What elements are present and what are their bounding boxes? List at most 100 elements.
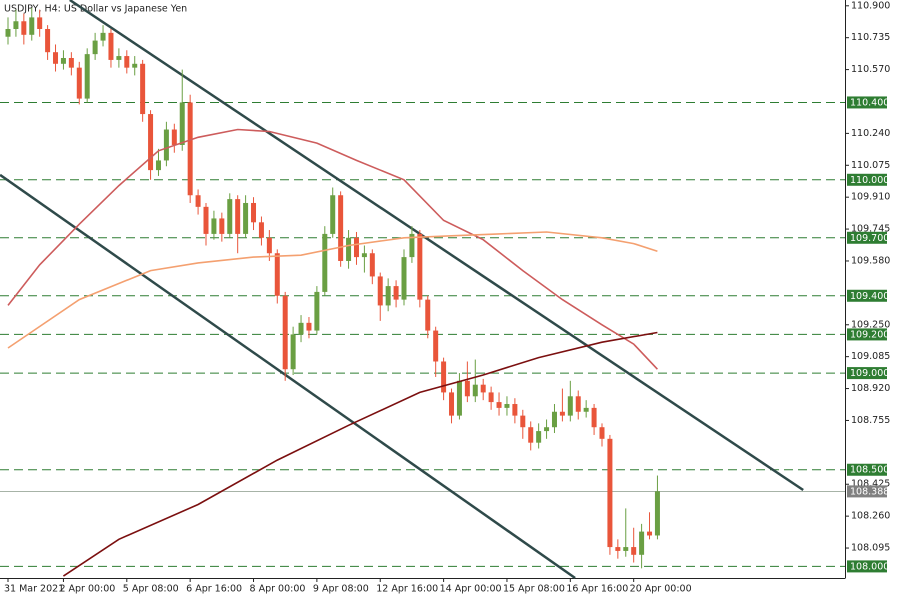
candle-body bbox=[148, 114, 154, 171]
candle-body bbox=[203, 206, 209, 234]
candle-body bbox=[179, 102, 185, 145]
x-tick-label: 5 Apr 08:00 bbox=[123, 584, 179, 595]
chart-title: USDJPY, H4: US Dollar vs Japanese Yen bbox=[4, 4, 187, 15]
candle-body bbox=[520, 415, 526, 428]
candle-body bbox=[456, 380, 462, 416]
level-box bbox=[847, 289, 887, 302]
candle-body bbox=[449, 392, 455, 416]
candle-body bbox=[385, 286, 391, 306]
x-tick-label: 6 Apr 16:00 bbox=[186, 584, 242, 595]
y-tick-label: 110.735 bbox=[851, 32, 890, 43]
level-box bbox=[847, 231, 887, 244]
candle-body bbox=[195, 195, 201, 207]
level-box bbox=[847, 367, 887, 380]
level-label: 110.400 bbox=[850, 97, 889, 108]
candle-body bbox=[464, 380, 470, 397]
candle-body bbox=[544, 427, 550, 432]
x-tick-label: 12 Apr 16:00 bbox=[376, 584, 438, 595]
candle-body bbox=[639, 531, 645, 555]
level-box bbox=[847, 96, 887, 109]
candle-body bbox=[84, 54, 90, 99]
candle-body bbox=[488, 392, 494, 403]
last-price-box bbox=[847, 485, 887, 498]
candle-body bbox=[227, 199, 233, 234]
y-tick-label: 108.095 bbox=[851, 543, 890, 554]
y-tick-label: 108.425 bbox=[851, 479, 890, 490]
candle-body bbox=[235, 199, 241, 234]
candle-body bbox=[551, 411, 557, 428]
y-tick-label: 109.580 bbox=[851, 255, 890, 266]
candle-body bbox=[338, 195, 344, 261]
level-label: 109.700 bbox=[850, 233, 889, 244]
candle-body bbox=[243, 202, 249, 234]
candle-body bbox=[5, 28, 11, 37]
candle-body bbox=[37, 17, 43, 29]
candle-body bbox=[116, 56, 122, 60]
candle-body bbox=[100, 32, 106, 41]
candle-body bbox=[274, 253, 280, 296]
candle-body bbox=[599, 427, 605, 439]
candle-body bbox=[68, 57, 74, 68]
candle-body bbox=[567, 396, 573, 416]
candle-body bbox=[266, 237, 272, 254]
candle-body bbox=[76, 67, 82, 99]
candle-body bbox=[92, 40, 98, 55]
level-box bbox=[847, 173, 887, 186]
candle-body bbox=[441, 361, 447, 393]
level-box bbox=[847, 560, 887, 573]
candle-body bbox=[314, 291, 320, 331]
candle-body bbox=[409, 233, 415, 258]
candle-body bbox=[496, 402, 502, 408]
candle-body bbox=[480, 384, 486, 393]
candle-body bbox=[45, 28, 51, 53]
moving-average bbox=[7, 128, 658, 370]
level-label: 108.000 bbox=[850, 561, 889, 572]
y-tick-label: 108.755 bbox=[851, 415, 890, 426]
candle-body bbox=[401, 257, 407, 300]
candle-body bbox=[53, 52, 59, 64]
candle-body bbox=[108, 32, 114, 60]
candle-body bbox=[163, 129, 169, 161]
x-tick-label: 2 Apr 00:00 bbox=[59, 584, 115, 595]
candle-body bbox=[251, 202, 257, 223]
x-tick-label: 8 Apr 00:00 bbox=[250, 584, 306, 595]
candle-body bbox=[140, 63, 146, 115]
candle-body bbox=[13, 21, 19, 29]
candle-body bbox=[583, 407, 589, 412]
candle-body bbox=[536, 431, 542, 443]
level-box bbox=[847, 328, 887, 341]
candle-body bbox=[417, 233, 423, 300]
candle-body bbox=[369, 253, 375, 277]
level-box bbox=[847, 463, 887, 476]
moving-average bbox=[62, 331, 658, 577]
candle-body bbox=[631, 547, 637, 555]
candle-body bbox=[219, 218, 225, 234]
y-tick-label: 109.085 bbox=[851, 351, 890, 362]
y-tick-label: 109.250 bbox=[851, 319, 890, 330]
y-tick-label: 108.920 bbox=[851, 383, 890, 394]
candle-body bbox=[615, 547, 621, 551]
x-tick-label: 20 Apr 00:00 bbox=[630, 584, 692, 595]
candle-body bbox=[425, 299, 431, 331]
last-price-label: 108.388 bbox=[850, 486, 889, 497]
x-tick-label: 31 Mar 2021 bbox=[4, 584, 64, 595]
candle-body bbox=[322, 233, 328, 292]
moving-average bbox=[7, 231, 658, 349]
candle-body bbox=[282, 295, 288, 370]
candle-body bbox=[377, 276, 383, 306]
candle-body bbox=[132, 63, 138, 68]
y-tick-label: 108.260 bbox=[851, 511, 890, 522]
level-label: 109.000 bbox=[850, 368, 889, 379]
trend-line bbox=[69, 0, 804, 492]
candle-body bbox=[298, 322, 304, 335]
y-tick-label: 110.570 bbox=[851, 64, 890, 75]
candle-body bbox=[346, 237, 352, 261]
candle-body bbox=[607, 438, 613, 548]
candle-body bbox=[29, 17, 35, 35]
candle-body bbox=[472, 384, 478, 397]
candle-body bbox=[647, 531, 653, 536]
level-label: 109.200 bbox=[850, 329, 889, 340]
candle-body bbox=[623, 547, 629, 551]
y-tick-label: 109.910 bbox=[851, 192, 890, 203]
